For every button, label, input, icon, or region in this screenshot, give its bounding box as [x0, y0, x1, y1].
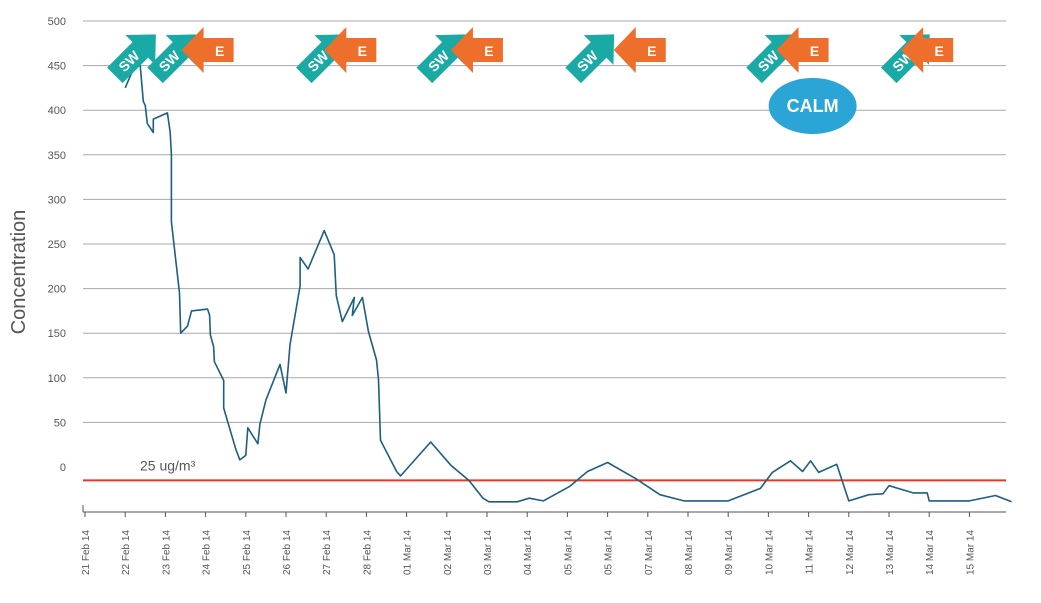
- wind-arrow-sw: SW: [565, 34, 615, 84]
- x-tick-label: 22 Feb 14: [121, 530, 132, 575]
- x-tick-label: 01 Mar 14: [403, 530, 414, 575]
- y-tick-label: 100: [48, 373, 66, 385]
- wind-arrows: SW SW E SW E SW E SW E SW E SW E: [107, 27, 954, 84]
- x-tick-label: 05 Mar 14: [563, 530, 574, 575]
- arrow-shape: [416, 34, 466, 84]
- x-tick-label: 07 Mar 14: [644, 530, 655, 575]
- x-tick-label: 11 Mar 14: [805, 530, 816, 575]
- y-tick-label: 450: [48, 61, 66, 73]
- arrow-shape: [450, 27, 503, 73]
- y-axis-ticks: 0 50 100 150 200 250 300 350 400 450 500: [48, 16, 66, 474]
- arrow-shape: [901, 27, 954, 73]
- arrow-shape: [107, 34, 156, 84]
- y-tick-label: 50: [54, 417, 66, 429]
- y-tick-label: 350: [48, 150, 66, 162]
- gridlines: [83, 20, 1006, 423]
- wind-arrow-e: E: [324, 27, 377, 73]
- series-line: [124, 54, 1012, 503]
- arrow-shape: [147, 34, 197, 84]
- x-tick-label: 03 Mar 14: [483, 530, 494, 575]
- x-tick-label: 12 Mar 14: [845, 530, 856, 575]
- y-tick-label: 400: [48, 105, 66, 117]
- wind-arrow-e: E: [901, 27, 954, 73]
- y-tick-label: 300: [48, 194, 66, 206]
- wind-arrow-e: E: [181, 27, 234, 73]
- x-tick-label: 15 Mar 14: [965, 530, 976, 575]
- x-tick-label: 10 Mar 14: [764, 530, 775, 575]
- wind-arrow-e: E: [776, 27, 829, 73]
- arrow-label: E: [810, 43, 819, 59]
- x-tick-label: 21 Feb 14: [81, 530, 92, 575]
- y-tick-label: 0: [60, 462, 66, 474]
- arrow-label: E: [647, 43, 656, 59]
- y-tick-label: 200: [48, 284, 66, 296]
- arrow-label: E: [935, 43, 944, 59]
- wind-arrow-sw: SW: [416, 34, 466, 84]
- wind-arrow-e: E: [613, 27, 666, 73]
- y-tick-label: 500: [48, 16, 66, 28]
- arrow-shape: [565, 34, 615, 84]
- threshold-line-group: 25 ug/m³: [83, 457, 1006, 482]
- x-axis: 21 Feb 14 22 Feb 14 23 Feb 14 24 Feb 14 25 F…: [81, 505, 1006, 575]
- x-tick-label: 02 Mar 14: [443, 530, 454, 575]
- x-tick-label: 14 Mar 14: [925, 530, 936, 575]
- calm-ellipse: [768, 78, 857, 134]
- x-tick-label: 08 Mar 14: [684, 530, 695, 575]
- x-tick-label: 24 Feb 14: [202, 530, 213, 575]
- arrow-shape: [613, 27, 666, 73]
- arrow-shape: [776, 27, 829, 73]
- x-tick-label: 13 Mar 14: [885, 530, 896, 575]
- y-tick-label: 250: [48, 239, 66, 251]
- calm-badge: CALM: [768, 78, 857, 134]
- y-tick-label: 150: [48, 328, 66, 340]
- arrow-label: E: [484, 43, 493, 59]
- wind-arrow-e: E: [450, 27, 503, 73]
- x-tick-label: 27 Feb 14: [322, 530, 333, 575]
- calm-label: CALM: [787, 96, 839, 116]
- arrow-shape: [324, 27, 377, 73]
- x-tick-label: 25 Feb 14: [242, 530, 253, 575]
- x-tick-label: 05 Mar 14: [604, 530, 615, 575]
- arrow-label: E: [358, 43, 367, 59]
- x-tick-label: 28 Feb 14: [362, 530, 373, 575]
- y-axis-label: Concentration: [8, 210, 30, 335]
- arrow-label: E: [215, 43, 224, 59]
- x-tick-label: 09 Mar 14: [724, 530, 735, 575]
- x-tick-label: 04 Mar 14: [523, 530, 534, 575]
- x-tick-label: 26 Feb 14: [282, 530, 293, 575]
- series-group: [124, 54, 1012, 503]
- threshold-label: 25 ug/m³: [140, 457, 196, 473]
- arrow-shape: [181, 27, 234, 73]
- x-tick-label: 23 Feb 14: [161, 530, 172, 575]
